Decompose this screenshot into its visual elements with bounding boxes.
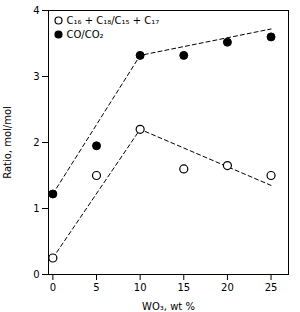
svg-text:CO/CO₂: CO/CO₂	[67, 29, 104, 40]
svg-text:25: 25	[265, 282, 278, 293]
svg-text:0: 0	[33, 269, 39, 280]
svg-text:15: 15	[177, 282, 190, 293]
svg-text:5: 5	[93, 282, 99, 293]
svg-text:C₁₆ + C₁₈/C₁₅ + C₁₇: C₁₆ + C₁₈/C₁₅ + C₁₇	[67, 15, 160, 26]
svg-text:Ratio, mol/mol: Ratio, mol/mol	[2, 106, 13, 179]
svg-text:WO₃, wt %: WO₃, wt %	[142, 301, 195, 312]
svg-text:10: 10	[134, 282, 147, 293]
svg-text:2: 2	[33, 137, 39, 148]
svg-text:1: 1	[33, 203, 39, 214]
svg-text:4: 4	[33, 5, 39, 16]
svg-text:20: 20	[221, 282, 234, 293]
svg-text:0: 0	[50, 282, 56, 293]
svg-text:3: 3	[33, 71, 39, 82]
